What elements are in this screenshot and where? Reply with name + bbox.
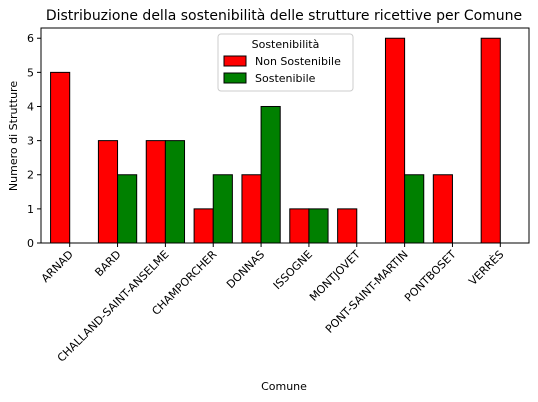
- x-tick-label: PONT-SAINT-MARTIN: [323, 248, 411, 336]
- x-tick-label: ARNAD: [39, 248, 76, 285]
- bar-non-sostenibile-verrès: [480, 37, 501, 244]
- bar-non-sostenibile-pont-saint-martin: [384, 37, 406, 244]
- y-tick-label: 5: [27, 66, 34, 79]
- bar-sostenibile-challand-saint-anselme: [164, 140, 186, 244]
- legend-entry: Sostenibile: [255, 72, 316, 85]
- plot-frame: [40, 27, 530, 244]
- y-tick-label: 3: [27, 135, 34, 148]
- x-axis-label: Comune: [261, 380, 307, 393]
- legend-entry: Non Sostenibile: [255, 55, 341, 68]
- legend-box: [217, 33, 354, 92]
- bar-non-sostenibile-montjovet: [337, 208, 358, 244]
- legend-swatch: [223, 72, 247, 84]
- bar-non-sostenibile-challand-saint-anselme: [145, 140, 166, 244]
- legend: Sostenibilità Non Sostenibile Sostenibile: [217, 33, 354, 92]
- x-tick-label: PONTBOSET: [402, 248, 459, 305]
- bar-sostenibile-donnas: [260, 105, 281, 244]
- y-tick-label: 2: [27, 169, 34, 182]
- x-tick-label: BARD: [92, 248, 123, 279]
- bar-sostenibile-issogne: [308, 208, 329, 244]
- y-axis-label: Numero di Strutture: [7, 81, 20, 191]
- bar-non-sostenibile-champorcher: [193, 208, 214, 244]
- bar-sostenibile-champorcher: [212, 174, 233, 244]
- bar-non-sostenibile-arnad: [50, 71, 71, 244]
- x-tick-label: ISSOGNE: [271, 248, 315, 292]
- chart-title: Distribuzione della sostenibilità delle …: [46, 8, 522, 24]
- y-tick-label: 1: [27, 203, 34, 216]
- bar-non-sostenibile-bard: [97, 140, 119, 244]
- bar-non-sostenibile-issogne: [289, 208, 310, 244]
- y-tick-label: 6: [27, 32, 34, 45]
- bar-non-sostenibile-pontboset: [432, 174, 453, 244]
- y-tick-label: 4: [27, 100, 34, 113]
- bar-sostenibile-pont-saint-martin: [404, 174, 425, 244]
- legend-swatch: [223, 55, 247, 67]
- bar-non-sostenibile-donnas: [241, 174, 262, 244]
- x-tick-label: DONNAS: [224, 248, 267, 291]
- y-tick-label: 0: [27, 237, 34, 250]
- legend-title: Sostenibilità: [252, 38, 320, 51]
- bar-sostenibile-bard: [117, 174, 138, 244]
- x-tick-label: VERRÈS: [466, 248, 506, 288]
